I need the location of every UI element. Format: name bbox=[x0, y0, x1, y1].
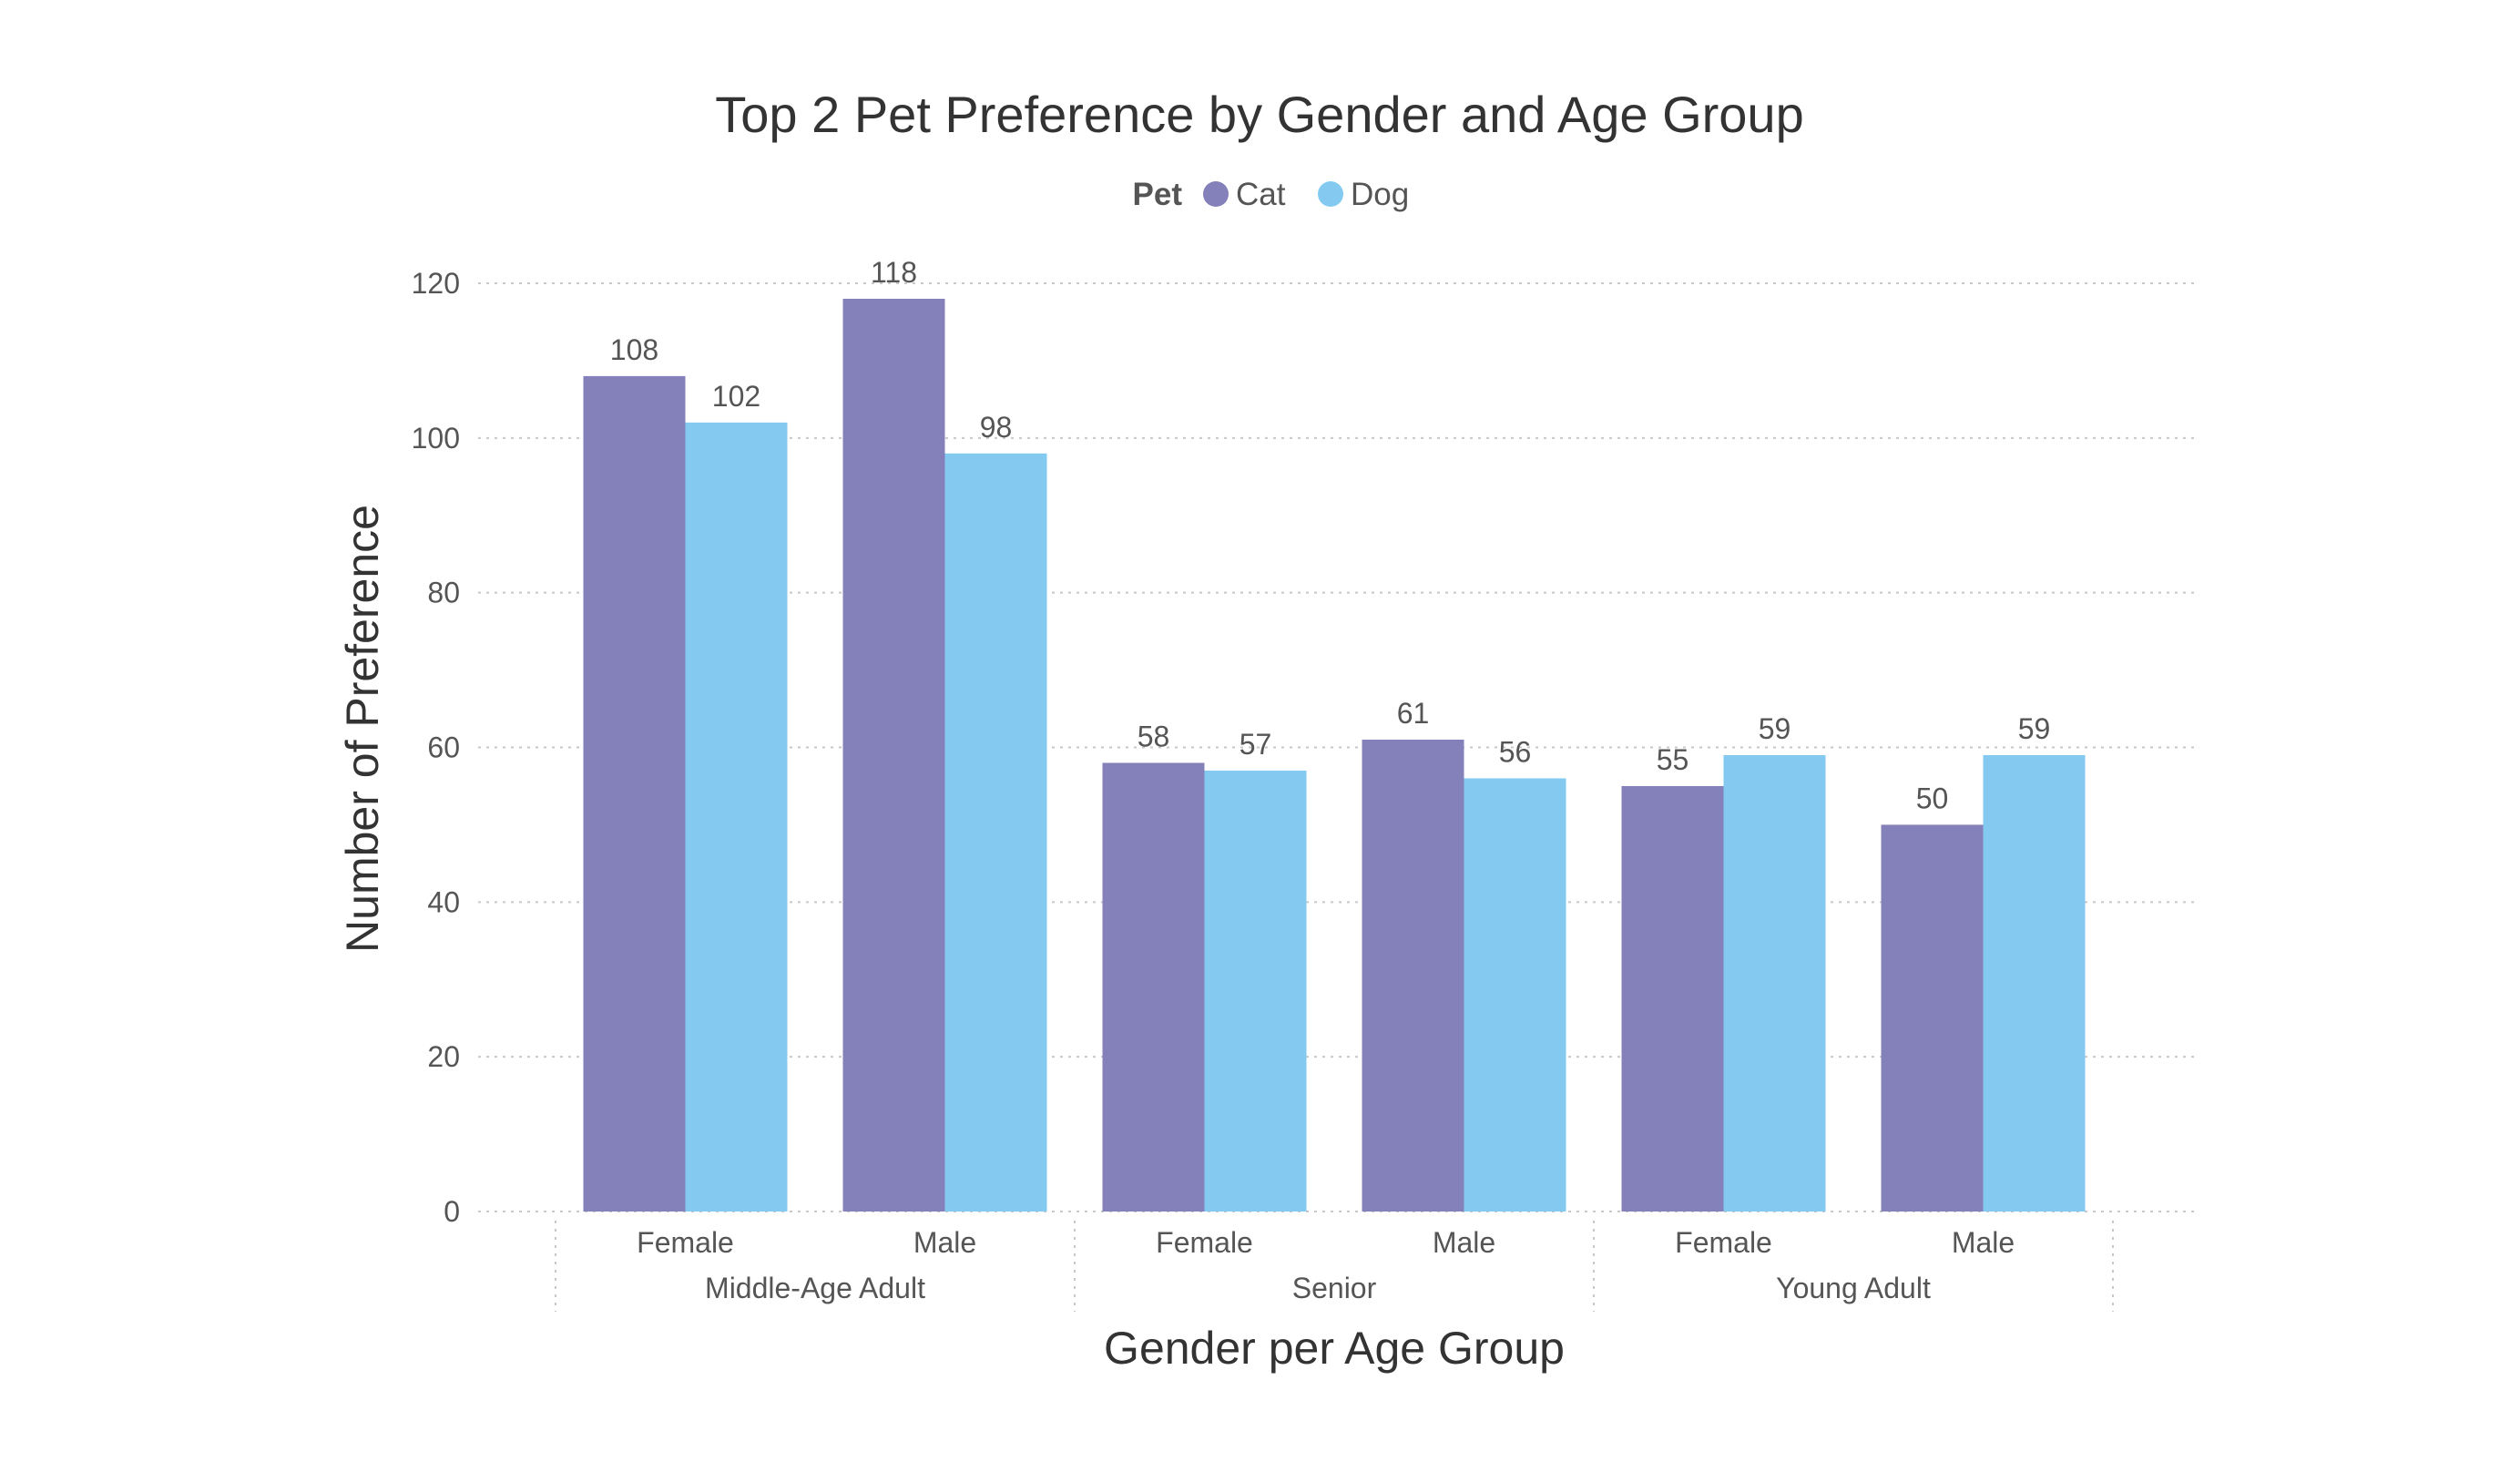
y-tick-label: 100 bbox=[412, 422, 460, 455]
bar-dog bbox=[1723, 754, 1826, 1212]
data-label-dog: 57 bbox=[1240, 728, 1272, 761]
y-axis-ticks: 0 20 40 60 80 100 120 bbox=[412, 267, 460, 1228]
x-category-label: Female bbox=[1675, 1226, 1772, 1259]
y-tick-label: 80 bbox=[427, 577, 460, 609]
bar-dog bbox=[944, 453, 1047, 1212]
bar-dog bbox=[1204, 770, 1307, 1212]
bar-cat bbox=[583, 375, 686, 1212]
legend: Pet Cat Dog bbox=[1133, 177, 1410, 212]
bar-cat bbox=[842, 298, 945, 1212]
data-label-cat: 58 bbox=[1138, 720, 1170, 752]
data-label-cat: 108 bbox=[610, 333, 658, 366]
bar-dog bbox=[1464, 778, 1566, 1212]
bar-cat bbox=[1102, 762, 1205, 1212]
y-tick-label: 20 bbox=[427, 1040, 460, 1073]
x-category-label: Female bbox=[637, 1226, 734, 1259]
x-group-label: Young Adult bbox=[1776, 1272, 1931, 1304]
data-label-cat: 55 bbox=[1657, 743, 1689, 776]
bar-dog bbox=[685, 422, 788, 1212]
data-label-dog: 59 bbox=[2018, 712, 2051, 745]
bar-cat bbox=[1362, 740, 1464, 1212]
y-tick-label: 120 bbox=[412, 267, 460, 300]
x-category-label: Male bbox=[913, 1226, 976, 1259]
data-label-cat: 118 bbox=[871, 256, 917, 289]
x-axis-title: Gender per Age Group bbox=[1104, 1323, 1565, 1374]
legend-label-dog: Dog bbox=[1351, 177, 1409, 212]
bars bbox=[583, 298, 2086, 1212]
bar-dog bbox=[1983, 754, 2086, 1212]
legend-title: Pet bbox=[1133, 177, 1183, 212]
data-label-dog: 102 bbox=[712, 380, 760, 413]
bar-cat bbox=[1881, 824, 1984, 1212]
y-tick-label: 60 bbox=[427, 731, 460, 764]
x-category-label: Male bbox=[1433, 1226, 1495, 1259]
x-group-label: Senior bbox=[1292, 1272, 1377, 1304]
data-label-dog: 56 bbox=[1499, 735, 1532, 768]
chart-title: Top 2 Pet Preference by Gender and Age G… bbox=[715, 86, 1803, 143]
legend-label-cat: Cat bbox=[1236, 177, 1286, 212]
data-labels: 108 118 58 61 55 50 102 98 57 56 59 59 bbox=[610, 256, 2050, 814]
legend-marker-cat bbox=[1203, 181, 1229, 207]
data-label-cat: 50 bbox=[1916, 782, 1949, 814]
bar-cat bbox=[1621, 785, 1724, 1212]
y-axis-title: Number of Preference bbox=[337, 505, 388, 953]
x-group-label: Middle-Age Adult bbox=[705, 1272, 925, 1304]
x-axis-categories: Female Male Female Male Female Male Middle-Age… bbox=[555, 1221, 2114, 1312]
data-label-dog: 98 bbox=[980, 411, 1013, 444]
legend-items: Cat Dog bbox=[1203, 177, 1409, 212]
x-category-label: Female bbox=[1156, 1226, 1253, 1259]
y-tick-label: 0 bbox=[444, 1195, 460, 1228]
y-tick-label: 40 bbox=[427, 885, 460, 918]
legend-marker-dog bbox=[1318, 181, 1343, 207]
x-category-label: Male bbox=[1952, 1226, 2015, 1259]
data-label-cat: 61 bbox=[1397, 697, 1430, 730]
data-label-dog: 59 bbox=[1759, 712, 1791, 745]
